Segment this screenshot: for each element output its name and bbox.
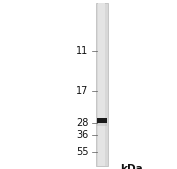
Text: 11: 11	[76, 46, 88, 56]
Text: 17: 17	[76, 86, 88, 96]
Text: 28: 28	[76, 118, 88, 128]
Text: kDa: kDa	[120, 164, 143, 169]
Text: 36: 36	[76, 130, 88, 140]
Bar	[97, 118, 107, 123]
Bar	[97, 123, 107, 126]
Bar	[98, 3, 105, 166]
Bar	[96, 3, 107, 166]
Text: 55: 55	[76, 147, 88, 157]
